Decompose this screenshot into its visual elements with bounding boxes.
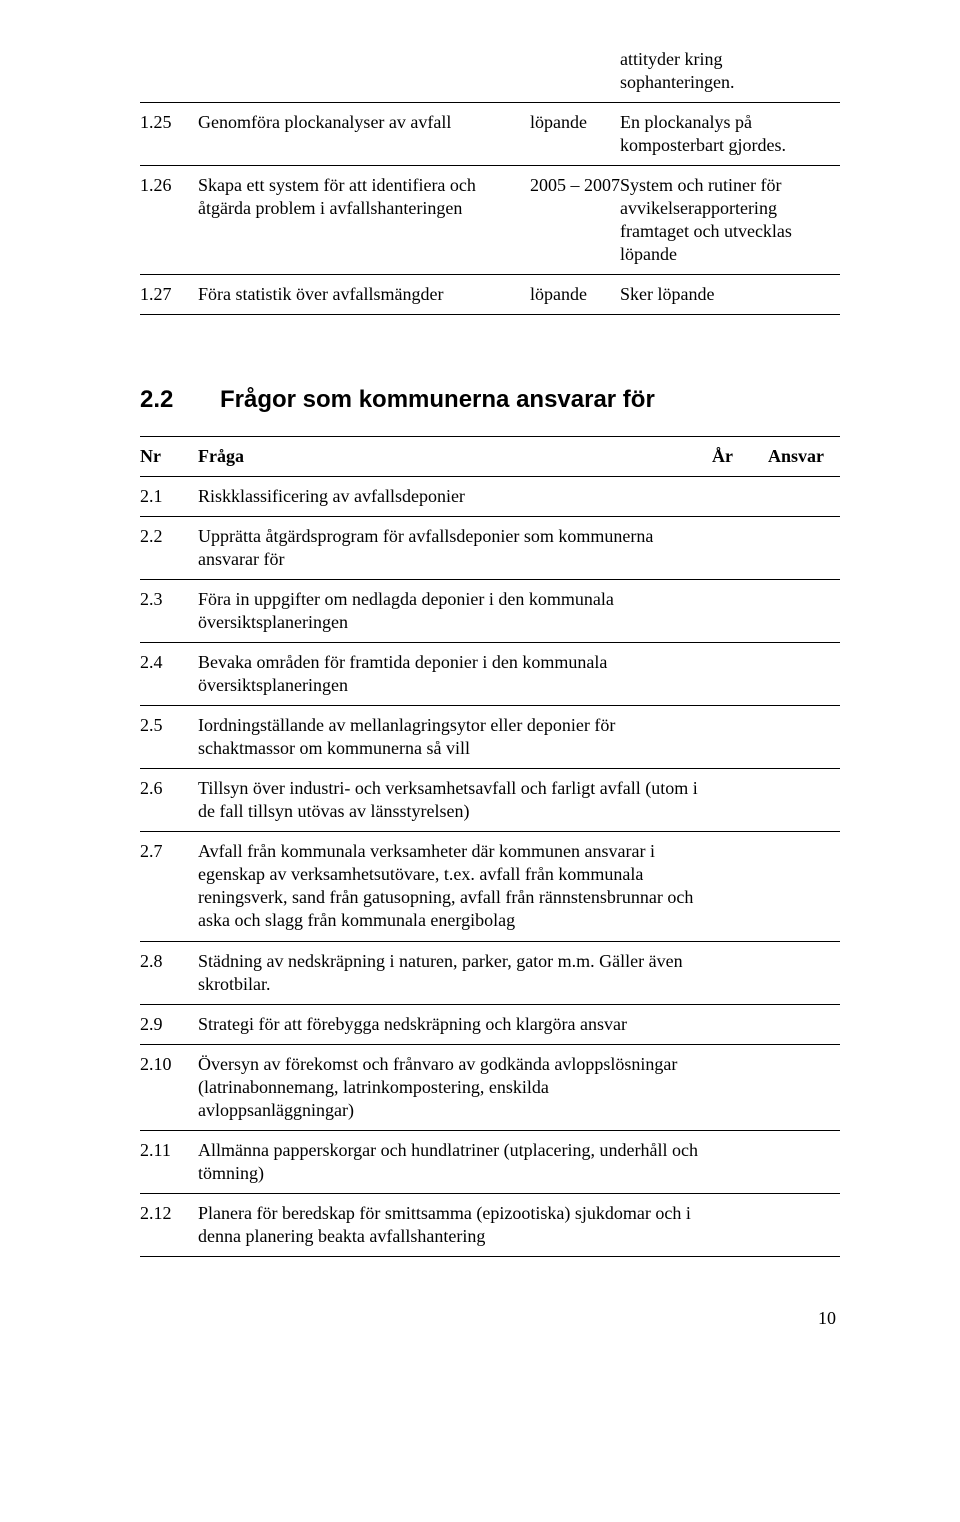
cell-ansvar bbox=[768, 1013, 840, 1036]
table2-row: 2.10 Översyn av förekomst och frånvaro a… bbox=[140, 1045, 840, 1131]
table2-row: 2.7 Avfall från kommunala verksamheter d… bbox=[140, 832, 840, 941]
cell-tid: 2005 – 2007 bbox=[530, 174, 620, 266]
cell-fraga bbox=[198, 48, 530, 94]
cell-fraga: Upprätta åtgärdsprogram för avfallsdepon… bbox=[198, 525, 712, 571]
cell-ar bbox=[712, 588, 768, 634]
cell-kommentar: System och rutiner för avvikelserapporte… bbox=[620, 174, 840, 266]
cell-nr: 2.1 bbox=[140, 485, 198, 508]
table1-row: 1.25 Genomföra plockanalyser av avfall l… bbox=[140, 103, 840, 166]
table2-row: 2.11 Allmänna papperskorgar och hundlatr… bbox=[140, 1131, 840, 1194]
table2-row: 2.4 Bevaka områden för framtida deponier… bbox=[140, 643, 840, 706]
cell-fraga: Översyn av förekomst och frånvaro av god… bbox=[198, 1053, 712, 1122]
header-fraga: Fråga bbox=[198, 445, 712, 468]
cell-nr: 1.26 bbox=[140, 174, 198, 266]
cell-kommentar: En plockanalys på komposterbart gjordes. bbox=[620, 111, 840, 157]
cell-ar bbox=[712, 1202, 768, 1248]
cell-ar bbox=[712, 1013, 768, 1036]
cell-fraga: Föra in uppgifter om nedlagda deponier i… bbox=[198, 588, 712, 634]
cell-ar bbox=[712, 777, 768, 823]
cell-ar bbox=[712, 651, 768, 697]
cell-nr: 2.9 bbox=[140, 1013, 198, 1036]
cell-fraga: Städning av nedskräpning i naturen, park… bbox=[198, 950, 712, 996]
cell-nr: 2.8 bbox=[140, 950, 198, 996]
cell-nr: 2.11 bbox=[140, 1139, 198, 1185]
cell-ansvar bbox=[768, 1053, 840, 1122]
table2-row: 2.5 Iordningställande av mellanlagringsy… bbox=[140, 706, 840, 769]
cell-ar bbox=[712, 950, 768, 996]
cell-ar bbox=[712, 1139, 768, 1185]
page-number: 10 bbox=[140, 1307, 840, 1330]
table2: Nr Fråga År Ansvar 2.1 Riskklassificerin… bbox=[140, 436, 840, 1257]
cell-ansvar bbox=[768, 588, 840, 634]
table2-row: 2.1 Riskklassificering av avfallsdeponie… bbox=[140, 477, 840, 517]
table2-row: 2.2 Upprätta åtgärdsprogram för avfallsd… bbox=[140, 517, 840, 580]
cell-nr: 2.10 bbox=[140, 1053, 198, 1122]
cell-fraga: Riskklassificering av avfallsdeponier bbox=[198, 485, 712, 508]
cell-tid: löpande bbox=[530, 283, 620, 306]
cell-nr: 1.27 bbox=[140, 283, 198, 306]
cell-ansvar bbox=[768, 1202, 840, 1248]
table2-row: 2.6 Tillsyn över industri- och verksamhe… bbox=[140, 769, 840, 832]
cell-fraga: Planera för beredskap för smittsamma (ep… bbox=[198, 1202, 712, 1248]
cell-ansvar bbox=[768, 485, 840, 508]
cell-nr: 2.7 bbox=[140, 840, 198, 932]
header-ansvar: Ansvar bbox=[768, 445, 840, 468]
cell-ar bbox=[712, 485, 768, 508]
cell-fraga: Föra statistik över avfallsmängder bbox=[198, 283, 530, 306]
cell-ar bbox=[712, 525, 768, 571]
cell-nr: 2.3 bbox=[140, 588, 198, 634]
header-nr: Nr bbox=[140, 445, 198, 468]
section-title: Frågor som kommunerna ansvarar för bbox=[220, 386, 655, 413]
cell-ansvar bbox=[768, 950, 840, 996]
table1: attityder kring sophanteringen. 1.25 Gen… bbox=[140, 40, 840, 315]
section-heading: 2.2Frågor som kommunerna ansvarar för bbox=[140, 385, 840, 416]
cell-ar bbox=[712, 1053, 768, 1122]
cell-nr bbox=[140, 48, 198, 94]
cell-ansvar bbox=[768, 525, 840, 571]
table1-row: 1.26 Skapa ett system för att identifier… bbox=[140, 166, 840, 275]
cell-fraga: Skapa ett system för att identifiera och… bbox=[198, 174, 530, 266]
table2-row: 2.3 Föra in uppgifter om nedlagda deponi… bbox=[140, 580, 840, 643]
cell-fraga: Iordningställande av mellanlagringsytor … bbox=[198, 714, 712, 760]
cell-ansvar bbox=[768, 651, 840, 697]
cell-nr: 2.12 bbox=[140, 1202, 198, 1248]
table2-row: 2.8 Städning av nedskräpning i naturen, … bbox=[140, 942, 840, 1005]
table2-row: 2.9 Strategi för att förebygga nedskräpn… bbox=[140, 1005, 840, 1045]
section-number: 2.2 bbox=[140, 385, 220, 416]
header-ar: År bbox=[712, 445, 768, 468]
cell-fraga: Allmänna papperskorgar och hundlatriner … bbox=[198, 1139, 712, 1185]
cell-ar bbox=[712, 714, 768, 760]
cell-nr: 2.6 bbox=[140, 777, 198, 823]
cell-nr: 2.4 bbox=[140, 651, 198, 697]
cell-nr: 1.25 bbox=[140, 111, 198, 157]
cell-ar bbox=[712, 840, 768, 932]
cell-nr: 2.5 bbox=[140, 714, 198, 760]
table2-row: 2.12 Planera för beredskap för smittsamm… bbox=[140, 1194, 840, 1257]
cell-fraga: Bevaka områden för framtida deponier i d… bbox=[198, 651, 712, 697]
cell-ansvar bbox=[768, 714, 840, 760]
cell-fraga: Strategi för att förebygga nedskräpning … bbox=[198, 1013, 712, 1036]
cell-tid: löpande bbox=[530, 111, 620, 157]
cell-tid bbox=[530, 48, 620, 94]
cell-nr: 2.2 bbox=[140, 525, 198, 571]
table2-header-row: Nr Fråga År Ansvar bbox=[140, 437, 840, 477]
cell-fraga: Avfall från kommunala verksamheter där k… bbox=[198, 840, 712, 932]
cell-fraga: Tillsyn över industri- och verksamhetsav… bbox=[198, 777, 712, 823]
cell-kommentar: attityder kring sophanteringen. bbox=[620, 48, 840, 94]
cell-kommentar: Sker löpande bbox=[620, 283, 840, 306]
table1-row: attityder kring sophanteringen. bbox=[140, 40, 840, 103]
table1-row: 1.27 Föra statistik över avfallsmängder … bbox=[140, 275, 840, 315]
cell-ansvar bbox=[768, 1139, 840, 1185]
cell-ansvar bbox=[768, 777, 840, 823]
cell-fraga: Genomföra plockanalyser av avfall bbox=[198, 111, 530, 157]
cell-ansvar bbox=[768, 840, 840, 932]
